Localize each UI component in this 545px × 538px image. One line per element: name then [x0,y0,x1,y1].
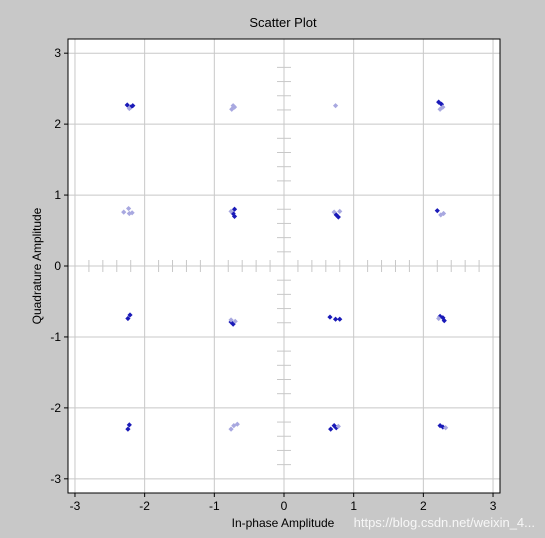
data-point [335,423,341,429]
data-point [441,318,447,324]
data-point [231,213,238,219]
data-point [440,315,446,321]
x-tick-label: 0 [281,499,288,513]
data-point [228,317,234,323]
data-point [130,103,136,109]
data-point [440,424,446,430]
y-tick-label: 0 [54,259,61,273]
data-point [436,315,442,322]
y-tick-label: -1 [50,330,61,344]
data-point [127,312,133,318]
y-tick-label: 1 [54,188,61,202]
data-point [228,426,234,432]
data-point [332,316,339,322]
center-tick-marks [88,66,480,466]
data-point [327,314,333,320]
y-tick-label: 3 [54,46,61,60]
data-point [124,102,130,108]
x-tick-labels: -3 -2 -1 0 1 2 3 [70,499,497,513]
data-point [436,99,442,105]
y-tick-label: -2 [50,401,61,415]
plot-border [67,38,501,494]
data-point [440,210,447,217]
y-axis-label: Quadrature Amplitude [30,207,44,324]
data-point [437,313,443,319]
y-tick-labels: -3 -2 -1 0 1 2 3 [50,46,61,486]
data-point [231,206,238,212]
data-point [228,208,234,214]
data-point [125,315,131,322]
x-tick-label: -3 [70,499,81,513]
data-point [335,214,341,220]
x-tick-label: 1 [350,499,357,513]
data-point [437,106,443,112]
data-point [125,426,131,432]
data-point [328,426,334,432]
grid [64,39,500,497]
data-point [337,316,343,322]
data-point [232,318,238,324]
data-point [129,210,135,216]
y-tick-label: 2 [54,117,61,131]
x-tick-label: 3 [490,499,497,513]
x-tick-label: -2 [139,499,150,513]
data-point [440,104,446,110]
data-point [126,105,132,112]
data-point [434,208,440,214]
x-tick-label: 2 [420,499,427,513]
data-point [332,103,339,109]
watermark: https://blog.csdn.net/weixin_4... [353,515,535,530]
data-point [121,209,127,215]
data-point [231,104,238,110]
y-tick-label: -3 [50,472,61,486]
data-point [234,421,240,427]
x-axis-label: In-phase Amplitude [232,516,335,530]
data-point [443,425,449,431]
data-point [337,208,343,214]
chart-title: Scatter Plot [249,15,317,30]
data-points [121,99,449,432]
data-point [438,212,444,218]
data-point [230,321,236,327]
data-point [126,422,132,428]
x-tick-label: -1 [209,499,220,513]
data-point [126,205,132,212]
